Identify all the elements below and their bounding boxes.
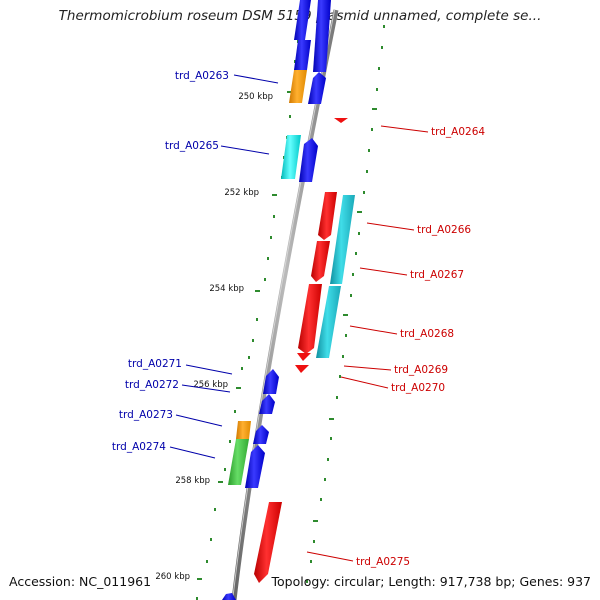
gene-label-trd-A0275[interactable]: trd_A0275	[356, 556, 410, 568]
inner-tick-marks	[196, 40, 299, 600]
feature-blue-trd-A0265[interactable]	[299, 138, 318, 182]
feature-orange-trd-A0263[interactable]	[289, 70, 307, 103]
feature-blue-mid	[294, 40, 311, 70]
tick-label-254kbp: 254 kbp	[209, 284, 244, 294]
feature-blue-trd-A0274[interactable]	[245, 445, 265, 488]
forward-features	[222, 0, 331, 600]
gene-label-trd-A0274[interactable]: trd_A0274	[112, 441, 166, 453]
tick-label-258kbp: 258 kbp	[175, 476, 210, 486]
feature-red-trd-A0268[interactable]	[298, 284, 322, 354]
feature-blue-trd-A0273[interactable]	[253, 425, 269, 444]
feature-teal-trd-A0268[interactable]	[316, 286, 341, 358]
feature-red-trd-A0267[interactable]	[311, 241, 330, 282]
label-leader-lines	[169, 74, 429, 562]
feature-blue-trd-A0271[interactable]	[263, 369, 279, 394]
genome-stats-text: Topology: circular; Length: 917,738 bp; …	[271, 574, 592, 589]
gene-label-trd-A0265[interactable]: trd_A0265	[165, 140, 219, 152]
feature-teal-trd-A0266[interactable]	[330, 195, 355, 284]
reverse-features	[254, 118, 355, 583]
gene-label-trd-A0268[interactable]: trd_A0268	[400, 328, 454, 340]
accession-text: Accession: NC_011961	[9, 574, 152, 589]
tick-labels: 250 kbp 252 kbp 254 kbp 256 kbp 258 kbp …	[155, 92, 273, 582]
feature-blue-trd-A0263[interactable]	[308, 72, 326, 104]
feature-green-trd-A0274[interactable]	[228, 439, 249, 485]
gene-label-trd-A0266[interactable]: trd_A0266	[417, 224, 471, 236]
gene-label-trd-A0271[interactable]: trd_A0271	[128, 358, 182, 370]
feature-red-trd-A0266[interactable]	[318, 192, 337, 240]
feature-blue-bottom[interactable]	[222, 593, 236, 600]
feature-red-trd-A0264[interactable]	[334, 118, 348, 123]
tick-label-256kbp: 256 kbp	[193, 380, 228, 390]
gene-label-trd-A0263[interactable]: trd_A0263	[175, 70, 229, 82]
gene-labels: trd_A0263 trd_A0264 trd_A0265 trd_A0266 …	[112, 70, 485, 568]
feature-cyan-trd-A0265[interactable]	[281, 135, 301, 179]
gene-label-trd-A0270[interactable]: trd_A0270	[391, 382, 445, 394]
gene-label-trd-A0269[interactable]: trd_A0269	[394, 364, 448, 376]
outer-tick-marks	[306, 25, 385, 583]
feature-red-trd-A0275[interactable]	[254, 502, 282, 583]
tick-label-260kbp: 260 kbp	[155, 572, 190, 582]
feature-red-trd-A0270[interactable]	[295, 365, 309, 373]
feature-orange-trd-A0273[interactable]	[236, 421, 251, 439]
tick-label-250kbp: 250 kbp	[238, 92, 273, 102]
feature-red-trd-A0269[interactable]	[297, 353, 311, 361]
gene-label-trd-A0267[interactable]: trd_A0267	[410, 269, 464, 281]
feature-blue-trd-A0272[interactable]	[259, 394, 275, 414]
feature-blue-top-a[interactable]	[294, 0, 311, 40]
tick-label-252kbp: 252 kbp	[224, 188, 259, 198]
gene-label-trd-A0273[interactable]: trd_A0273	[119, 409, 173, 421]
feature-blue-top-b[interactable]	[313, 0, 331, 72]
gene-label-trd-A0272[interactable]: trd_A0272	[125, 379, 179, 391]
gene-label-trd-A0264[interactable]: trd_A0264	[431, 126, 485, 138]
